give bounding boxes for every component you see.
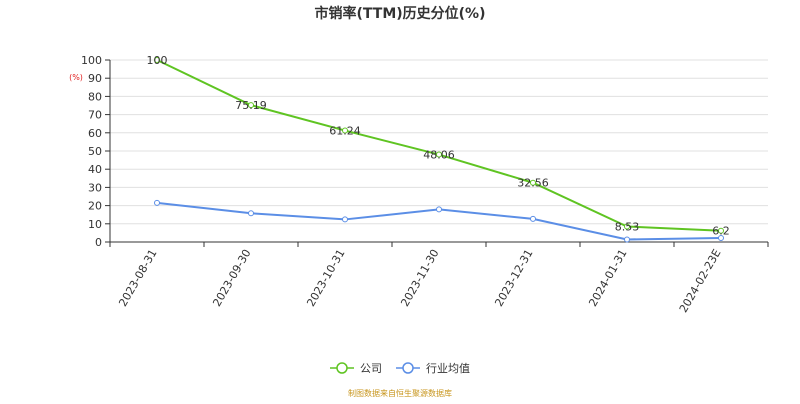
data-label: 61.24 <box>329 125 361 138</box>
y-tick-label: 60 <box>88 127 102 140</box>
data-label: 8.53 <box>615 220 640 233</box>
data-point <box>718 234 724 241</box>
data-point <box>436 151 442 158</box>
legend-label: 行业均值 <box>426 362 470 375</box>
y-tick-label: 80 <box>88 90 102 103</box>
data-labels: 100 75.19 61.24 48.06 32.56 8.53 6.2 <box>147 54 730 238</box>
x-tick-label: 2023-08-31 <box>116 247 159 309</box>
y-tick-label: 40 <box>88 163 102 176</box>
data-point <box>530 179 536 186</box>
x-tick-label: 2023-09-30 <box>210 247 253 309</box>
y-tick-label: 90 <box>88 72 102 85</box>
y-tick-label: 30 <box>88 181 102 194</box>
legend: 公司 行业均值 <box>330 362 470 375</box>
legend-marker <box>336 362 348 374</box>
data-point <box>342 216 348 223</box>
source-note: 制图数据来自恒生聚源数据库 <box>348 388 452 398</box>
y-tick-labels: 0 10 20 30 40 50 60 70 80 90 100 <box>81 54 102 249</box>
data-label: 6.2 <box>712 225 730 238</box>
data-point <box>718 227 724 234</box>
data-point <box>248 210 254 217</box>
data-label: 48.06 <box>423 149 455 162</box>
chart-title: 市销率(TTM)历史分位(%) <box>315 5 486 22</box>
grid-lines <box>110 59 768 225</box>
x-tick-labels: 2023-08-31 2023-09-30 2023-10-31 2023-11-30… <box>116 247 723 315</box>
data-label: 100 <box>147 54 168 67</box>
x-tick-label: 2024-01-31 <box>586 247 629 309</box>
x-tick-label: 2023-12-31 <box>492 247 535 309</box>
data-point <box>342 127 348 134</box>
legend-marker <box>402 362 414 374</box>
data-label: 32.56 <box>517 177 549 190</box>
data-point <box>624 223 630 230</box>
y-tick-label: 100 <box>81 54 102 67</box>
data-point <box>154 199 160 206</box>
data-point <box>530 215 536 222</box>
data-label: 75.19 <box>235 99 267 112</box>
y-axis-unit: (%) <box>69 73 83 82</box>
y-tick-label: 10 <box>88 218 102 231</box>
axes <box>105 59 769 247</box>
legend-label: 公司 <box>360 362 382 375</box>
data-point <box>624 236 630 243</box>
y-tick-label: 50 <box>88 145 102 158</box>
y-tick-label: 70 <box>88 109 102 122</box>
x-tick-label: 2024-02-23E <box>677 247 724 315</box>
y-tick-label: 20 <box>88 200 102 213</box>
y-tick-label: 0 <box>95 236 102 249</box>
data-point <box>248 102 254 109</box>
data-point <box>436 206 442 213</box>
x-tick-label: 2023-11-30 <box>398 247 441 309</box>
data-point <box>154 57 160 63</box>
x-tick-label: 2023-10-31 <box>304 247 347 309</box>
series-lines <box>154 57 724 243</box>
